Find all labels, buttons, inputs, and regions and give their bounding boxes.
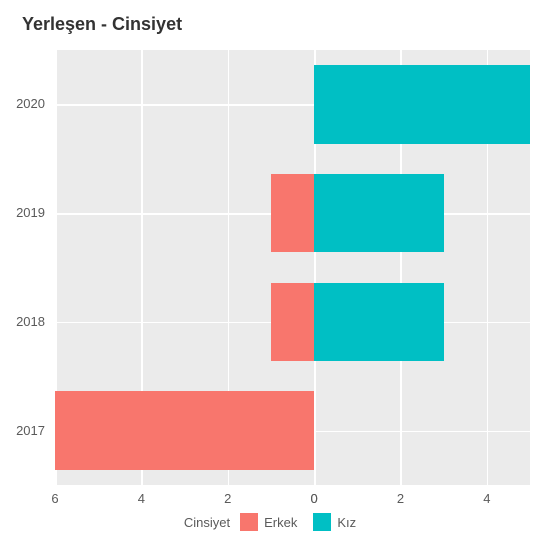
plot-area xyxy=(55,50,530,485)
x-axis-label-left: 4 xyxy=(131,491,151,506)
x-axis-label-left: 2 xyxy=(218,491,238,506)
bar-erkek-2018 xyxy=(271,283,314,361)
legend-swatch-erkek xyxy=(240,513,258,531)
x-axis-label-right: 2 xyxy=(390,491,410,506)
bar-kız-2020 xyxy=(314,65,530,143)
bar-kız-2019 xyxy=(314,174,444,252)
legend-label-kız: Kız xyxy=(337,515,356,530)
y-axis-label: 2017 xyxy=(0,423,45,438)
legend-swatch-kız xyxy=(313,513,331,531)
bar-erkek-2019 xyxy=(271,174,314,252)
legend: Cinsiyet Erkek Kız xyxy=(0,513,550,531)
x-axis-label-right: 4 xyxy=(477,491,497,506)
bar-erkek-2017 xyxy=(55,391,314,469)
y-axis-label: 2019 xyxy=(0,205,45,220)
chart-title: Yerleşen - Cinsiyet xyxy=(22,14,182,35)
x-axis-label-right: 0 xyxy=(304,491,324,506)
bar-kız-2018 xyxy=(314,283,444,361)
legend-title: Cinsiyet xyxy=(184,515,230,530)
x-axis-label-left: 6 xyxy=(45,491,65,506)
y-axis-label: 2018 xyxy=(0,314,45,329)
y-axis-label: 2020 xyxy=(0,96,45,111)
legend-label-erkek: Erkek xyxy=(264,515,297,530)
